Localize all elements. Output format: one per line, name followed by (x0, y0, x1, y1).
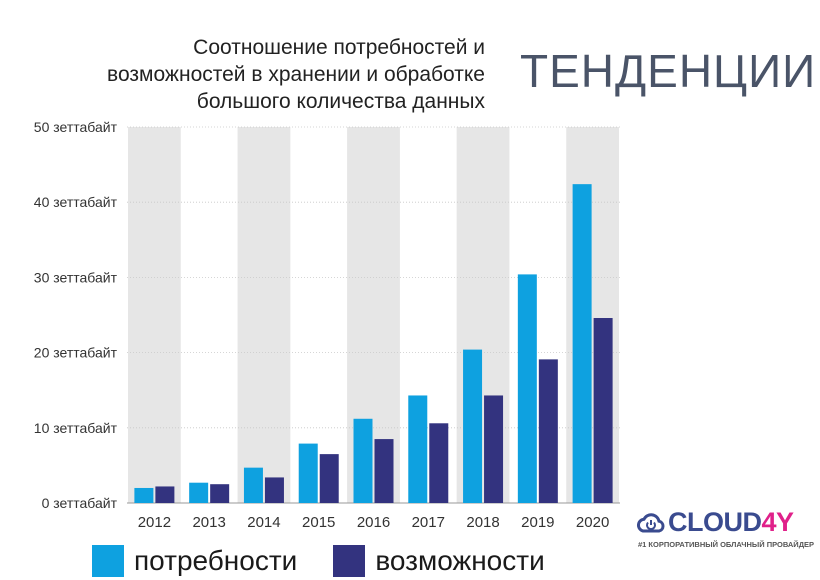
x-tick-label-2019: 2019 (521, 514, 554, 531)
legend-swatch-capacity (333, 545, 366, 577)
band-2014 (237, 127, 291, 503)
chart-title-line-1: Соотношение потребностей и (193, 36, 485, 59)
bar-capacity-2017 (429, 423, 449, 503)
bar-capacity-2015 (319, 454, 339, 503)
brand-name-main: CLOUD (668, 507, 762, 537)
bar-needs-2015 (298, 443, 318, 503)
brand-logo: CLOUD4Y #1 КОРПОРАТИВНЫЙ ОБЛАЧНЫЙ ПРОВАЙ… (636, 507, 816, 555)
bar-capacity-2016 (374, 439, 394, 503)
bar-needs-2020 (572, 184, 592, 504)
legend-item-needs: потребности (92, 545, 297, 577)
x-tick-label-2017: 2017 (412, 514, 445, 531)
y-tick-label-20: 20 зеттабайт (34, 345, 118, 361)
x-tick-label-2020: 2020 (576, 514, 609, 531)
brand-tagline: #1 КОРПОРАТИВНЫЙ ОБЛАЧНЫЙ ПРОВАЙДЕР (638, 540, 815, 549)
bar-needs-2018 (463, 349, 483, 503)
x-tick-label-2012: 2012 (138, 514, 171, 531)
y-tick-label-50: 50 зеттабайт (34, 119, 118, 135)
x-tick-label-2016: 2016 (357, 514, 390, 531)
y-tick-label-0: 0 зеттабайт (42, 495, 118, 511)
bar-capacity-2019 (538, 359, 558, 503)
brand-name: CLOUD4Y (668, 507, 794, 538)
bar-capacity-2020 (593, 318, 613, 503)
bar-needs-2012 (134, 487, 154, 503)
bar-capacity-2018 (484, 395, 504, 503)
y-tick-label-30: 30 зеттабайт (34, 269, 118, 285)
legend-label-capacity: возможности (375, 545, 545, 576)
chart-title: Соотношение потребностей и возможностей … (60, 34, 485, 115)
chart-title-line-3: большого количества данных (196, 90, 485, 113)
legend-swatch-needs (92, 545, 124, 577)
band-2012 (128, 127, 181, 503)
bar-needs-2019 (517, 274, 537, 503)
x-tick-label-2018: 2018 (466, 514, 499, 531)
bar-capacity-2013 (210, 484, 230, 503)
legend-item-capacity: возможности (333, 545, 545, 577)
x-tick-label-2014: 2014 (247, 514, 280, 531)
x-tick-label-2015: 2015 (302, 514, 335, 531)
slide-heading: ТЕНДЕНЦИИ (520, 45, 817, 97)
bar-needs-2013 (189, 482, 209, 503)
x-tick-label-2013: 2013 (192, 514, 225, 531)
legend: потребности возможности (92, 542, 581, 580)
bar-needs-2017 (408, 395, 428, 503)
y-tick-label-10: 10 зеттабайт (34, 420, 118, 436)
cloud-power-icon (636, 513, 665, 533)
brand-name-accent: 4Y (761, 507, 795, 537)
bar-capacity-2014 (264, 477, 284, 503)
bar-needs-2016 (353, 418, 373, 503)
bar-needs-2014 (243, 467, 263, 503)
bar-capacity-2012 (155, 486, 175, 503)
legend-label-needs: потребности (134, 545, 298, 576)
chart-title-line-2: возможностей в хранении и обработке (107, 63, 485, 86)
y-tick-label-40: 40 зеттабайт (34, 194, 118, 210)
